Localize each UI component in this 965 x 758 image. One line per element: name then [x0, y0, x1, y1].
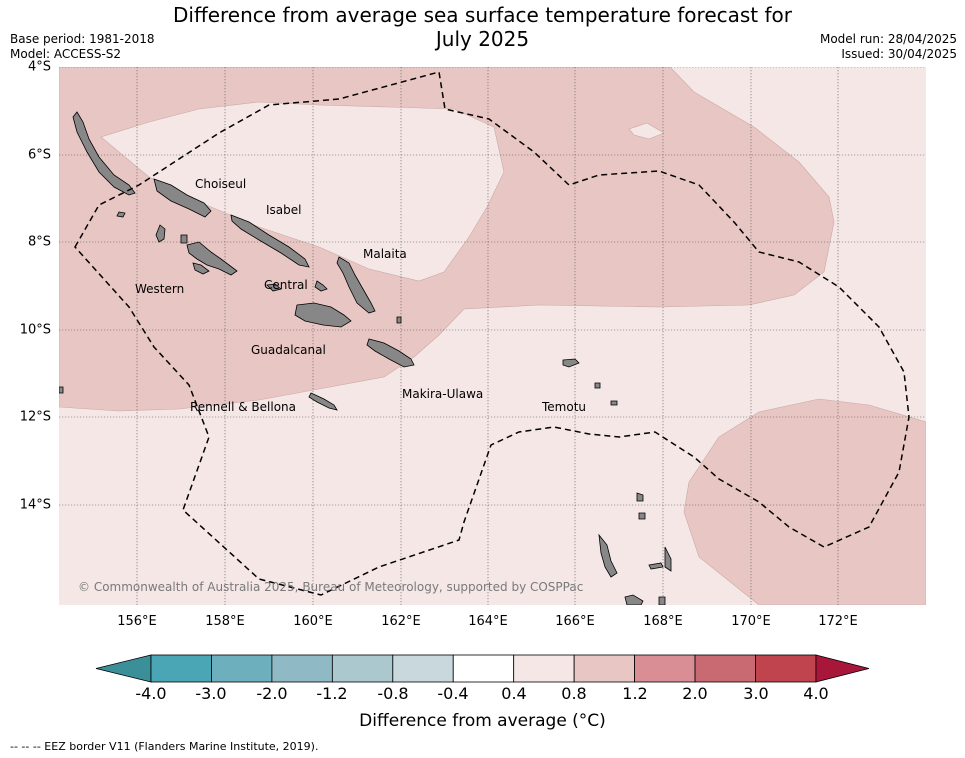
colorbar-segment	[634, 654, 696, 683]
island-kolombangara	[155, 224, 166, 243]
title-line-1: Difference from average sea surface temp…	[172, 3, 792, 27]
island-small-w2	[180, 234, 188, 244]
cb-tick-label: 0.8	[561, 684, 587, 703]
lon-tick-170: 170°E	[731, 614, 771, 629]
cb-tick-label: 4.0	[803, 684, 829, 703]
anomaly-region-southeast	[683, 398, 926, 605]
colorbar-segment	[513, 654, 575, 683]
label-western: Western	[135, 282, 185, 296]
cb-tick-label: 1.2	[622, 684, 648, 703]
cb-tick-label: -1.2	[316, 684, 348, 703]
land-masses	[59, 111, 672, 605]
lon-tick-156: 156°E	[117, 614, 157, 629]
island-makira	[366, 338, 415, 368]
colorbar-segment	[331, 654, 394, 683]
colorbar-segment	[271, 654, 333, 683]
island-malaita-small	[314, 280, 328, 292]
island-temotu-small-1	[594, 382, 601, 389]
island-small-w1	[116, 211, 126, 218]
lon-tick-166: 166°E	[555, 614, 595, 629]
island-vanuatu-4	[648, 562, 664, 570]
copyright-notice: © Commonwealth of Australia 2025, Bureau…	[78, 580, 584, 594]
lat-tick-8s: 8°S	[27, 234, 51, 250]
map-canvas	[59, 67, 926, 605]
island-vanuatu-6	[638, 512, 646, 520]
island-small-m	[396, 316, 402, 324]
lon-tick-158: 158°E	[205, 614, 245, 629]
island-new-georgia	[186, 241, 238, 276]
lon-tick-164: 164°E	[468, 614, 508, 629]
cb-tick-label: -0.4	[437, 684, 469, 703]
lat-tick-14s: 14°S	[19, 497, 51, 513]
island-vanuatu-2	[624, 594, 644, 605]
lon-tick-162: 162°E	[381, 614, 421, 629]
colorbar-segment	[573, 654, 636, 683]
meta-right: Model run: 28/04/2025 Issued: 30/04/2025	[820, 32, 957, 62]
graticule	[59, 67, 926, 605]
cb-tick-label: -2.0	[256, 684, 288, 703]
colorbar-segment	[211, 654, 273, 683]
map-panel	[59, 67, 926, 605]
colorbar-extend-low	[95, 654, 152, 683]
model-text: Model: ACCESS-S2	[10, 47, 122, 61]
cb-tick-label: 2.0	[682, 684, 708, 703]
label-rennell-bellona: Rennell & Bellona	[190, 400, 297, 414]
colorbar	[95, 654, 870, 683]
lon-tick-160: 160°E	[293, 614, 333, 629]
model-run-text: Model run: 28/04/2025	[819, 32, 957, 46]
lat-tick-12s: 12°S	[19, 409, 51, 425]
lat-tick-10s: 10°S	[19, 322, 51, 338]
meta-left: Base period: 1981-2018 Model: ACCESS-S2	[10, 32, 155, 62]
colorbar-segment	[452, 654, 515, 683]
island-rendova	[192, 262, 210, 275]
island-vanuatu-1	[598, 533, 618, 578]
island-guadalcanal	[294, 302, 352, 328]
colorbar-segment	[694, 654, 756, 683]
colorbar-segment	[755, 654, 817, 683]
label-choiseul: Choiseul	[195, 177, 247, 191]
issued-text: Issued: 30/04/2025	[841, 47, 957, 61]
label-isabel: Isabel	[266, 203, 302, 217]
colorbar-segment	[150, 654, 212, 683]
base-period-text: Base period: 1981-2018	[10, 32, 155, 46]
cb-tick-label: -4.0	[135, 684, 167, 703]
cb-tick-label: 0.4	[501, 684, 527, 703]
anomaly-region-north	[59, 67, 835, 412]
colorbar-tick-row: -4.0 -3.0 -2.0 -1.2 -0.8 -0.4 0.4 0.8 1.…	[0, 684, 965, 704]
island-west-main	[72, 111, 136, 196]
island-central	[266, 283, 282, 292]
chart-title: Difference from average sea surface temp…	[0, 3, 965, 51]
colorbar-title: Difference from average (°C)	[359, 711, 606, 731]
lat-tick-4s: 4°S	[27, 59, 51, 75]
colorbar-segment	[392, 654, 454, 683]
lat-tick-6s: 6°S	[27, 147, 51, 163]
title-line-2: July 2025	[435, 27, 530, 51]
island-choiseul	[153, 178, 212, 218]
label-central: Central	[264, 278, 308, 292]
eez-border	[74, 71, 910, 596]
island-temotu-small-2	[610, 400, 618, 406]
label-temotu: Temotu	[542, 400, 587, 414]
island-left-edge	[59, 386, 64, 394]
island-vanuatu-7	[658, 596, 666, 605]
cb-tick-label: -3.0	[195, 684, 227, 703]
island-malaita	[336, 256, 376, 314]
colorbar-extend-high	[815, 654, 870, 683]
lon-tick-172: 172°E	[818, 614, 858, 629]
label-malaita: Malaita	[363, 247, 407, 261]
island-santa-cruz	[562, 358, 580, 368]
cb-tick-label: 3.0	[743, 684, 769, 703]
island-vanuatu-5	[636, 492, 644, 502]
island-vanuatu-3	[664, 546, 672, 572]
island-rennell	[308, 392, 338, 411]
cb-tick-label: -0.8	[377, 684, 409, 703]
label-guadalcanal: Guadalcanal	[251, 343, 326, 357]
island-isabel	[230, 214, 310, 268]
lon-tick-168: 168°E	[643, 614, 683, 629]
label-makira-ulawa: Makira-Ulawa	[402, 387, 484, 401]
eez-footnote: -- -- -- EEZ border V11 (Flanders Marine…	[10, 740, 319, 753]
